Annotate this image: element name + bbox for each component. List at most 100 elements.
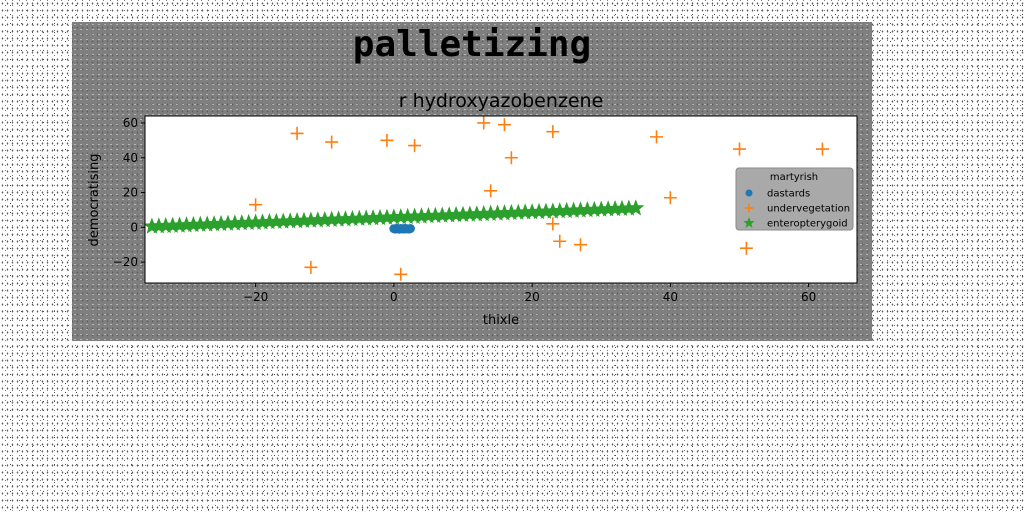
legend-marker-dastards: [745, 189, 753, 197]
enteropterygoid-point: [212, 214, 230, 232]
enteropterygoid-point: [295, 211, 313, 228]
enteropterygoid-point: [205, 215, 223, 232]
enteropterygoid-point: [247, 213, 265, 230]
undervegetation-point: [739, 241, 753, 255]
enteropterygoid-point: [433, 206, 451, 223]
enteropterygoid-point: [447, 205, 465, 223]
data-marks: [143, 116, 829, 281]
plot-frame: [144, 115, 858, 284]
enteropterygoid-point: [329, 210, 348, 227]
enteropterygoid-point: [620, 199, 638, 216]
scatter-chart: r hydroxyazobenzene −20 0 20 40 60 −20 0 20 40 6…: [87, 90, 858, 328]
enteropterygoid-point: [565, 201, 583, 218]
enteropterygoid-point: [184, 215, 202, 233]
enteropterygoid-point: [219, 214, 237, 231]
legend-label-dastards: dastards: [767, 189, 810, 200]
enteropterygoid-point: [371, 208, 389, 226]
enteropterygoid-point: [454, 205, 472, 222]
undervegetation-point: [380, 133, 394, 147]
enteropterygoid-point: [419, 207, 437, 224]
enteropterygoid-point: [627, 199, 645, 216]
enteropterygoid-point: [336, 210, 355, 227]
enteropterygoid-point: [302, 211, 320, 228]
enteropterygoid-point: [343, 209, 361, 227]
enteropterygoid-point: [468, 205, 486, 222]
y-tick-label: 0: [130, 220, 138, 234]
enteropterygoid-point: [392, 208, 410, 225]
enteropterygoid-point: [613, 199, 631, 216]
enteropterygoid-point: [357, 209, 375, 226]
enteropterygoid-point: [406, 207, 424, 224]
enteropterygoid-point: [157, 216, 175, 234]
undervegetation-point: [408, 139, 422, 153]
x-axis-label: thixle: [483, 313, 519, 328]
x-axis: −20 0 20 40 60: [243, 283, 816, 304]
enteropterygoid-point: [502, 203, 520, 221]
enteropterygoid-point: [260, 213, 278, 230]
x-tick-label: −20: [243, 290, 268, 304]
enteropterygoid-point: [177, 216, 196, 233]
undervegetation-point: [553, 234, 567, 248]
undervegetation-point: [290, 126, 304, 140]
enteropterygoid-point: [495, 204, 514, 221]
undervegetation-point: [504, 151, 518, 165]
undervegetation-point: [484, 184, 498, 198]
enteropterygoid-point: [537, 202, 555, 219]
legend-label-undervegetation: undervegetation: [767, 204, 850, 215]
enteropterygoid-point: [316, 210, 334, 228]
enteropterygoid-point: [606, 199, 624, 217]
undervegetation-point: [732, 142, 746, 156]
enteropterygoid-point: [281, 212, 299, 229]
y-tick-label: 40: [123, 151, 138, 165]
enteropterygoid-point: [191, 215, 209, 232]
enteropterygoid-point: [253, 213, 272, 230]
figure-suptitle: palletizing: [352, 24, 592, 65]
dastards-point: [405, 224, 415, 234]
enteropterygoid-point: [364, 209, 382, 226]
undervegetation-point: [394, 267, 408, 281]
undervegetation-point: [573, 238, 587, 252]
legend-label-enteropterygoid: enteropterygoid: [767, 219, 848, 230]
enteropterygoid-point: [240, 213, 258, 231]
enteropterygoid-point: [198, 215, 216, 232]
enteropterygoid-point: [482, 204, 500, 221]
enteropterygoid-point: [592, 200, 610, 217]
undervegetation-point: [304, 260, 318, 274]
enteropterygoid-point: [385, 208, 403, 225]
enteropterygoid-point: [578, 201, 596, 218]
undervegetation-point: [249, 198, 263, 212]
enteropterygoid-point: [288, 211, 306, 229]
enteropterygoid-point: [571, 201, 590, 218]
undervegetation-point: [663, 191, 677, 205]
chart-title: r hydroxyazobenzene: [399, 90, 604, 112]
undervegetation-point: [815, 142, 829, 156]
enteropterygoid-point: [475, 204, 493, 222]
x-tick-label: 20: [524, 290, 539, 304]
undervegetation-point: [546, 217, 560, 231]
enteropterygoid-point: [551, 202, 569, 219]
enteropterygoid-point: [544, 202, 562, 219]
enteropterygoid-point: [488, 204, 507, 221]
enteropterygoid-point: [164, 216, 182, 233]
enteropterygoid-point: [350, 209, 368, 226]
legend-items: dastards undervegetation enteropterygoid: [743, 189, 850, 230]
x-tick-label: 60: [801, 290, 816, 304]
enteropterygoid-point: [233, 214, 251, 231]
undervegetation-point: [650, 130, 664, 144]
legend: martyrish dastards undervegetation enterop…: [735, 167, 854, 231]
y-axis: −20 0 20 40 60: [113, 116, 145, 269]
legend-box: [735, 167, 854, 231]
figure: palletizing r hydroxyazobenzene −20 0 20 40…: [72, 22, 872, 341]
enteropterygoid-point: [530, 202, 548, 220]
legend-marker-enteropterygoid: [743, 217, 755, 228]
enteropterygoid-point: [143, 217, 161, 234]
undervegetation-point: [546, 125, 560, 139]
legend-title: martyrish: [770, 172, 818, 183]
undervegetation-point: [325, 135, 339, 149]
enteropterygoid-point: [585, 200, 603, 218]
enteropterygoid-point: [267, 212, 285, 230]
x-tick-label: 0: [390, 290, 398, 304]
undervegetation-point: [477, 116, 491, 130]
y-tick-label: 60: [123, 116, 138, 130]
enteropterygoid-point: [150, 217, 168, 234]
